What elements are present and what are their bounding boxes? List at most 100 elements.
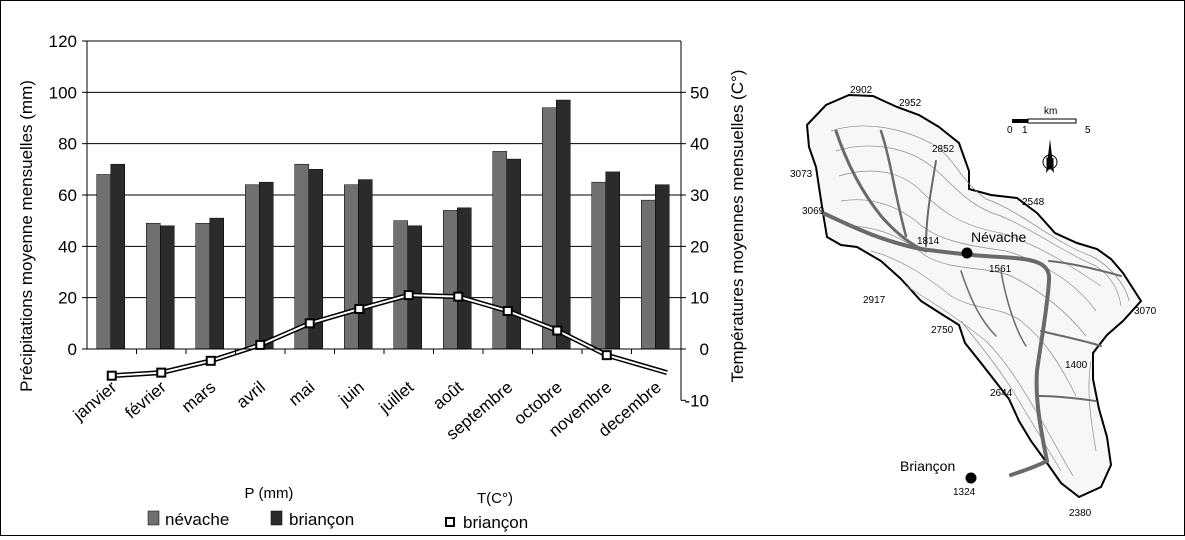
temp-marker-mai (304, 318, 315, 329)
rivers (821, 129, 1122, 477)
legend-title-precip: P (mm) (245, 485, 294, 502)
bar-nevache-janvier (96, 174, 111, 350)
left-tick-label-120: 120 (49, 32, 77, 51)
y2-axis-label: Températures moyennes mensuelles (C°) (728, 70, 747, 383)
elevation-2644: 2644 (990, 388, 1013, 399)
bar-briancon-avril (259, 181, 274, 350)
scale-tick-0: 0 (1007, 125, 1013, 136)
right-axis-ticks: -10 0 10 20 30 40 50 (681, 83, 709, 410)
left-tick-label-20: 20 (58, 289, 77, 308)
town-marker-briancon (965, 472, 977, 484)
x-tick-label-janvier: janvier (69, 377, 121, 425)
elevation-3070: 3070 (1134, 306, 1157, 317)
left-tick-label-40: 40 (58, 237, 77, 256)
temp-marker-juin (354, 303, 365, 314)
bar-nevache-mars (195, 222, 210, 350)
left-tick-label-80: 80 (58, 135, 77, 154)
bar-nevache-juillet (393, 220, 408, 350)
legend-swatch-briancon (270, 510, 283, 526)
contour-lines (830, 125, 1130, 477)
bar-briancon-mars (209, 217, 224, 350)
scale-tick-1: 1 (1022, 125, 1028, 136)
bar-briancon-septembre (506, 158, 521, 350)
right-tick-label-30: 30 (690, 186, 709, 205)
temperature-line (106, 290, 668, 381)
right-tick-label-0: 0 (700, 340, 709, 359)
elevation-1561: 1561 (989, 264, 1012, 275)
bar-nevache-septembre (492, 151, 507, 350)
x-tick-label-mai: mai (285, 378, 318, 410)
x-axis-ticks: janvier février mars avril mai juin juillet aoû… (69, 349, 682, 444)
gridlines (87, 40, 681, 299)
elevation-2750: 2750 (931, 325, 954, 336)
town-altitude-briancon: 1324 (953, 487, 976, 498)
elevation-1814: 1814 (917, 236, 940, 247)
legend-swatch-nevache (147, 510, 160, 526)
elevation-2852: 2852 (932, 144, 955, 155)
bar-briancon-octobre (556, 99, 571, 350)
bar-briancon-novembre (605, 171, 620, 350)
scale-tick-5: 5 (1085, 125, 1091, 136)
bar-nevache-février (146, 222, 161, 350)
bar-briancon-août (457, 207, 472, 350)
legend-label-nevache: névache (165, 510, 229, 529)
legend: P (mm) T(C°) névache briançon briançon (147, 485, 528, 532)
temp-marker-novembre (601, 350, 612, 361)
elevation-3073: 3073 (790, 169, 813, 180)
right-tick-label-40: 40 (690, 135, 709, 154)
right-tick-label-10: 10 (690, 289, 709, 308)
elevation-1400: 1400 (1065, 360, 1088, 371)
right-tick-label-50: 50 (690, 83, 709, 102)
bar-briancon-decembre (655, 184, 670, 350)
bar-nevache-juin (344, 184, 359, 350)
temp-marker-février (156, 367, 167, 378)
compass-north-icon (1042, 139, 1058, 173)
legend-marker-briancon-temp (445, 517, 455, 527)
bar-nevache-octobre (542, 107, 557, 350)
scale-unit: km (1044, 106, 1057, 117)
temp-marker-janvier (106, 370, 117, 381)
left-tick-label-60: 60 (58, 186, 77, 205)
x-tick-label-février: février (121, 377, 170, 422)
bar-briancon-juillet (407, 225, 422, 350)
temp-marker-août (453, 291, 464, 302)
temp-marker-juillet (403, 290, 414, 301)
legend-title-temp: T(C°) (477, 490, 513, 507)
legend-label-briancon-temp: briançon (463, 513, 528, 532)
left-tick-label-0: 0 (68, 340, 77, 359)
bar-nevache-avril (245, 184, 260, 350)
precipitation-temperature-chart: 0 20 40 60 80 100 120 -10 0 10 20 30 40 50 janvier fé… (17, 32, 747, 444)
temp-marker-avril (255, 339, 266, 350)
bar-nevache-août (443, 210, 458, 350)
bar-briancon-juin (358, 179, 373, 350)
bar-nevache-novembre (591, 181, 606, 350)
temp-marker-septembre (502, 306, 513, 317)
bars (96, 99, 670, 350)
x-tick-label-avril: avril (233, 378, 269, 413)
right-tick-label-20: 20 (690, 237, 709, 256)
bar-nevache-decembre (641, 199, 656, 350)
x-tick-label-août: août (429, 377, 467, 413)
town-label-nevache: Névache (971, 229, 1026, 245)
temp-line-inner (111, 294, 668, 377)
x-tick-label-mars: mars (178, 378, 219, 417)
left-axis-ticks: 0 20 40 60 80 100 120 (49, 32, 87, 359)
elevation-2548: 2548 (1022, 197, 1045, 208)
legend-label-briancon-bar: briançon (289, 510, 354, 529)
temp-marker-octobre (552, 325, 563, 336)
town-marker-nevache (961, 247, 973, 259)
right-tick-label--10: -10 (684, 391, 709, 410)
elevation-2952: 2952 (899, 98, 922, 109)
town-label-briancon: Briançon (900, 458, 955, 474)
bar-briancon-février (160, 225, 175, 350)
elevation-2902: 2902 (850, 85, 873, 96)
bar-briancon-janvier (110, 163, 125, 350)
elevation-3069: 3069 (802, 206, 825, 217)
left-tick-label-100: 100 (49, 83, 77, 102)
watershed-outline (805, 93, 1143, 499)
scale-bar: km 0 1 5 (1007, 106, 1091, 136)
elevation-2380: 2380 (1069, 508, 1092, 519)
y-axis-label: Précipitations moyenne mensuelles (mm) (17, 80, 36, 392)
